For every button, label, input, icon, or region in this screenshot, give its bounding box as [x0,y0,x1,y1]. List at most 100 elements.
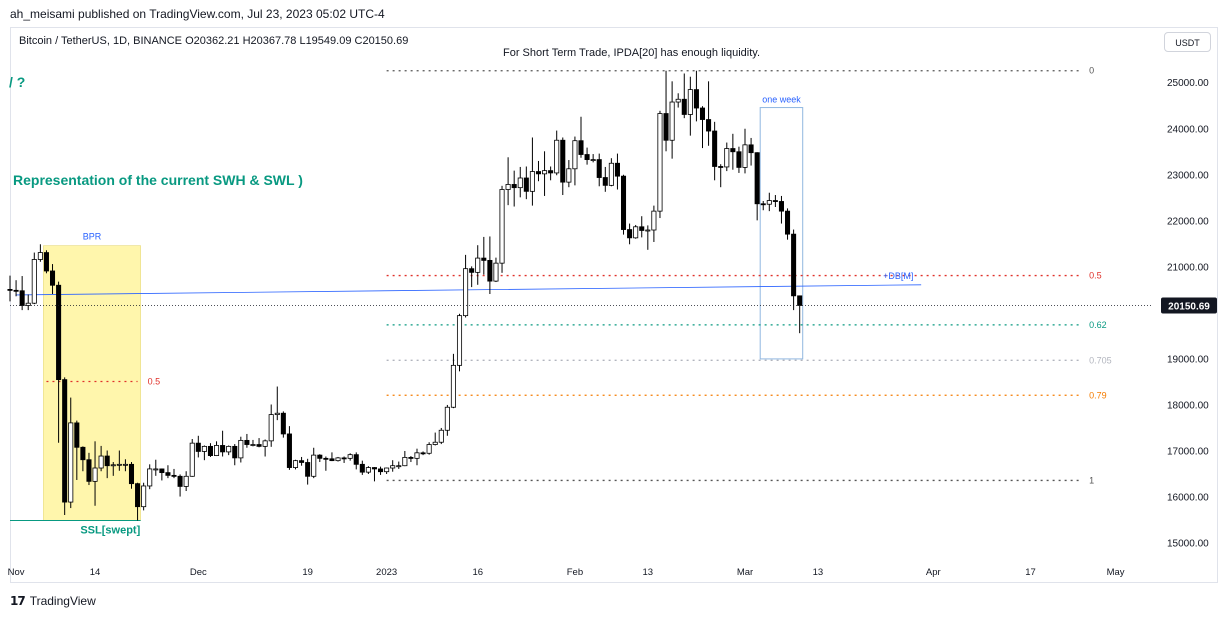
candle-body [754,152,760,205]
y-tick-label: 23000.00 [1167,170,1209,181]
candle-body [608,162,614,186]
candle-body [159,468,165,474]
x-tick-label: Dec [190,567,207,578]
candle-body [778,201,784,212]
candle-body [13,289,19,292]
candle-body [675,98,681,103]
candle-body [62,379,68,503]
level-label-6: 0.5 [148,376,161,386]
x-tick-label: 2023 [376,567,397,578]
candle-body [602,177,608,186]
x-tick-label: 17 [1025,567,1036,578]
candle-body [317,454,323,459]
candle-body [797,295,803,306]
candle-body [232,445,238,459]
candle-body [426,444,432,454]
candle-body [578,140,584,155]
candle-body [365,467,371,473]
candle-body [730,148,736,153]
candle-body [153,468,159,471]
candle-body [444,406,450,431]
candle-body [37,252,43,260]
x-tick-label: 16 [472,567,483,578]
tv-logo-icon: 17 [10,594,26,608]
candle-body [329,458,335,462]
candle-body [499,189,505,264]
y-tick-label: 22000.00 [1167,216,1209,227]
candle-body [56,284,62,381]
x-tick-label: 19 [302,567,313,578]
candle-body [402,457,408,467]
candle-body [244,439,250,445]
candle-body [7,288,13,291]
candle-body [487,259,493,282]
candle-body [43,252,49,272]
candle-body [371,467,377,470]
candle-body [80,446,86,461]
chart-frame [10,27,1218,583]
candle-body [517,177,523,189]
candle-body [693,89,699,109]
candle-body [378,468,384,473]
candle-body [165,472,171,476]
candle-body [529,171,535,192]
candle-body [535,171,542,175]
brand-name: TradingView [29,594,96,608]
candle-body [353,454,359,465]
x-tick-label: Mar [737,567,753,578]
candle-body [262,440,268,447]
level-label-0: 0 [1089,66,1094,76]
x-tick-label: May [1107,567,1125,578]
candle-body [207,445,213,456]
candle-body [335,457,341,462]
candle-body [128,463,135,485]
candle-body [766,200,772,205]
candle-body [548,170,554,174]
candle-body [268,414,274,442]
candle-body [505,184,511,190]
x-tick-label: Feb [567,567,583,578]
y-tick-label: 17000.00 [1167,447,1209,458]
candle-body [49,270,56,286]
y-tick-label: 24000.00 [1167,124,1209,135]
candle-body [706,119,712,132]
y-tick-label: 25000.00 [1167,78,1209,89]
level-label-1: 0.5 [1089,271,1102,281]
candle-body [256,444,262,447]
one-week-label: one week [762,95,801,105]
last-price-badge [1161,297,1217,314]
symbol-ohlc-line[interactable]: Bitcoin / TetherUS, 1D, BINANCE O20362.2… [19,35,409,47]
y-tick-label: 19000.00 [1167,354,1209,365]
candle-body [74,422,80,448]
candle-body [226,445,232,453]
candle-body [681,98,687,115]
candle-body [438,429,444,443]
footer-brand[interactable]: 17 TradingView [10,594,96,608]
candle-body [286,433,292,468]
candle-body [724,148,730,168]
candle-body [280,412,286,435]
publisher-header: ah_meisami published on TradingView.com,… [10,7,385,21]
bpr-label: BPR [83,232,102,242]
candle-body [135,483,141,508]
currency-button[interactable]: USDT [1164,32,1211,52]
candle-body [791,233,797,297]
candle-body [718,166,724,168]
x-tick-label: Nov [8,567,25,578]
candle-body [736,151,742,168]
candle-body [760,203,766,206]
candle-body [469,268,475,273]
y-tick-label: 21000.00 [1167,262,1209,273]
candle-body [663,113,669,141]
candle-body [511,184,517,189]
candle-body [481,257,487,261]
swh-swl-annotation: Representation of the current SWH & SWL … [13,172,303,188]
candle-body [31,259,37,304]
ssl-label: SSL[swept] [80,524,140,536]
candle-body [238,439,244,459]
corner-annotation: / ? [9,74,25,90]
candle-body [19,290,25,306]
candle-body [475,257,481,273]
candle-body [645,229,651,232]
